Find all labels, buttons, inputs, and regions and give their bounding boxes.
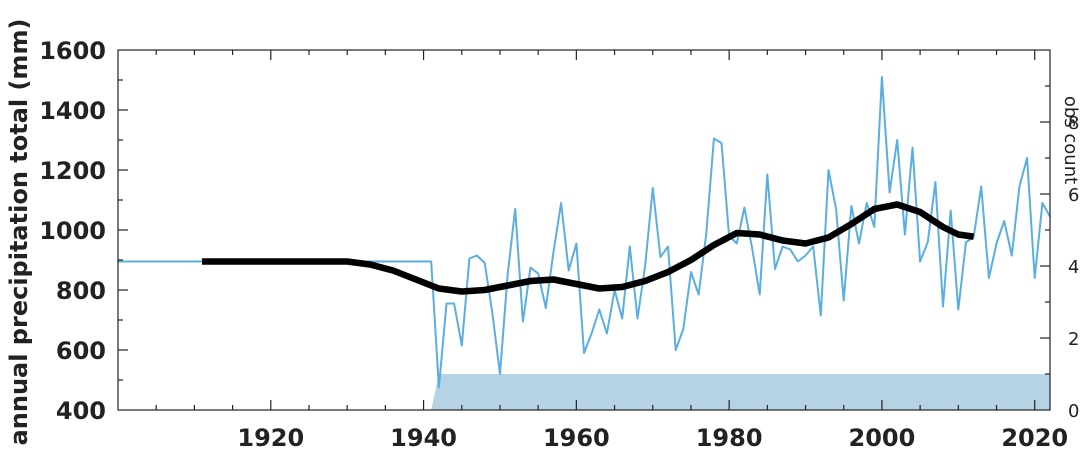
y-tick-label: 800: [56, 277, 106, 305]
obs-count-area: [431, 374, 1050, 410]
y2-tick-label: 0: [1068, 401, 1079, 422]
annual-precipitation-line: [117, 76, 1051, 389]
x-tick-label: 1940: [390, 424, 457, 452]
axes-frame: [117, 49, 1051, 411]
x-tick-label: 1920: [237, 424, 304, 452]
x-tick-label: 2020: [1001, 424, 1068, 452]
y-tick-label: 600: [56, 337, 106, 365]
smoothed-trend-line: [202, 201, 975, 295]
y2-tick-label: 2: [1068, 329, 1079, 350]
y-tick-label: 400: [56, 397, 106, 425]
x-tick-label: 1980: [696, 424, 763, 452]
tick-labels-layer: 1920 1940 1960 1980 2000 2020 400 600 800 1000 120…: [39, 37, 1079, 452]
y2-tick-label: 8: [1068, 113, 1079, 134]
obs-count-layer: [431, 374, 1050, 410]
x-tick-label: 2000: [849, 424, 916, 452]
plot-frame: [117, 49, 1051, 411]
y2-tick-label: 6: [1068, 185, 1079, 206]
y-axis-title: annual precipitation total (mm): [5, 19, 33, 446]
y2-tick-label: 4: [1068, 257, 1079, 278]
y-tick-label: 1600: [39, 37, 106, 65]
y-tick-label: 1000: [39, 217, 106, 245]
y-tick-label: 1400: [39, 97, 106, 125]
secondary-y-axis-title: obs count: [1060, 96, 1081, 184]
series-layer: [117, 76, 1051, 389]
ticks-layer: [118, 50, 1050, 410]
y-tick-label: 1200: [39, 157, 106, 185]
x-tick-label: 1960: [543, 424, 610, 452]
